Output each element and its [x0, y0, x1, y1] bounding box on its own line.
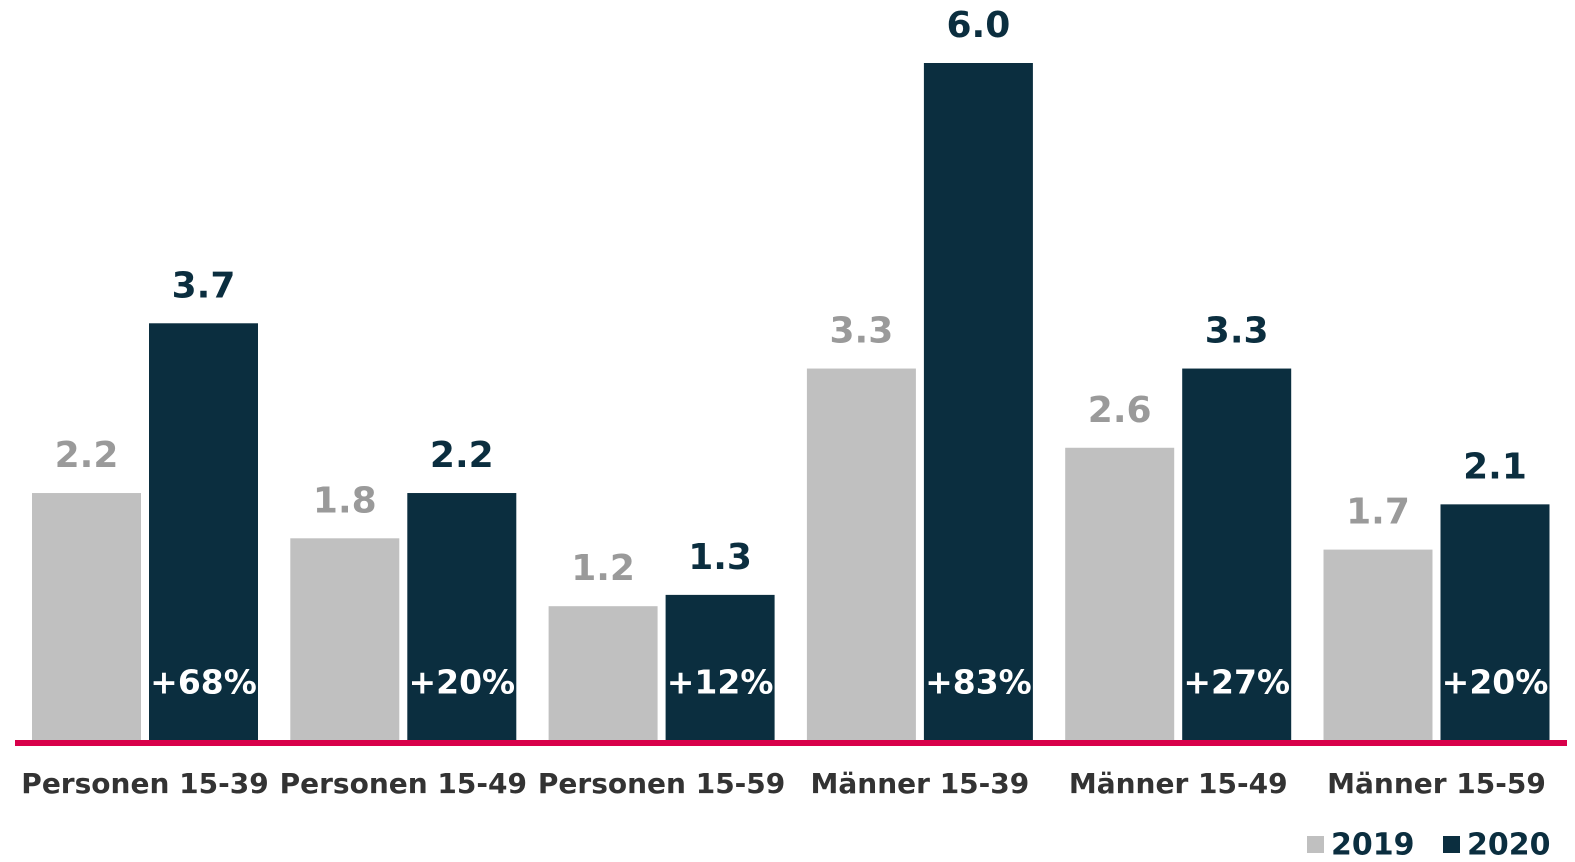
change-label: +20%: [408, 663, 515, 702]
x-tick-label: Männer 15-39: [811, 767, 1030, 800]
legend-label: 2020: [1467, 828, 1551, 862]
value-label: 6.0: [947, 5, 1011, 46]
legend-label: 2019: [1331, 828, 1415, 862]
value-label: 3.3: [1205, 311, 1269, 352]
change-label: +68%: [150, 663, 257, 702]
bar: [806, 368, 916, 742]
value-label: 1.2: [571, 548, 635, 589]
value-label: 2.2: [430, 435, 494, 476]
bar: [548, 606, 658, 742]
bar: [32, 493, 141, 742]
change-label: +20%: [1442, 663, 1549, 702]
value-label: 2.6: [1088, 390, 1152, 431]
value-label: 2.2: [55, 435, 119, 476]
legend-swatch: [1307, 836, 1324, 853]
value-label: 1.8: [313, 480, 377, 521]
bar: [1065, 447, 1175, 742]
value-label: 1.3: [688, 537, 752, 578]
x-tick-label: Personen 15-49: [280, 767, 527, 800]
change-label: +27%: [1183, 663, 1290, 702]
bar: [149, 323, 258, 742]
bar: [1323, 549, 1433, 742]
x-tick-label: Personen 15-59: [538, 767, 785, 800]
value-label: 3.7: [172, 265, 236, 306]
legend-swatch: [1443, 836, 1460, 853]
bar: [1440, 504, 1550, 742]
value-label: 2.1: [1463, 446, 1527, 487]
x-tick-label: Männer 15-59: [1327, 767, 1546, 800]
x-tick-label: Personen 15-39: [21, 767, 268, 800]
baseline: [15, 740, 1567, 746]
bar: [407, 493, 517, 742]
change-label: +83%: [925, 663, 1032, 702]
bar: [1182, 368, 1292, 742]
value-label: 3.3: [830, 311, 894, 352]
bar: [665, 594, 775, 742]
bar: [923, 63, 1033, 742]
bar: [290, 538, 400, 742]
change-label: +12%: [667, 663, 774, 702]
value-label: 1.7: [1346, 492, 1410, 533]
x-tick-label: Männer 15-49: [1069, 767, 1288, 800]
